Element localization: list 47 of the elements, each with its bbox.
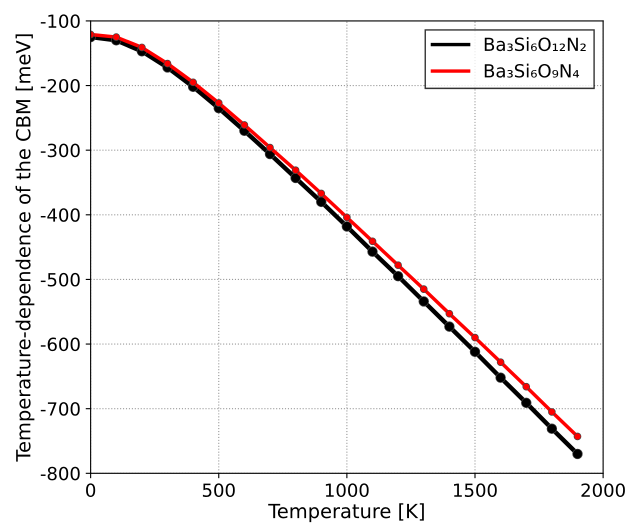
point (316, 196, 326, 208)
point (342, 221, 352, 232)
x-tick-label: 1500 (454, 483, 497, 498)
point (292, 166, 300, 174)
point (446, 310, 454, 318)
point (214, 99, 223, 107)
point (266, 144, 274, 152)
y-tick-label: -300 (40, 144, 80, 158)
y-axis-title: Temperature-dependence of the CBM [meV] (16, 34, 34, 462)
point (471, 334, 479, 342)
y-tick-label: -800 (40, 466, 80, 480)
x-tick-label: 500 (202, 483, 235, 498)
x-axis-title: Temperature [K] (268, 503, 424, 522)
point (189, 78, 197, 86)
point (368, 237, 376, 246)
point (546, 424, 558, 434)
point (496, 358, 504, 366)
y-tick-label: -600 (40, 338, 80, 352)
point (317, 190, 326, 198)
point (470, 346, 480, 358)
point (240, 121, 248, 129)
point (572, 448, 583, 460)
point (367, 246, 378, 257)
point (418, 296, 429, 307)
point (343, 214, 351, 222)
point (495, 372, 506, 383)
legend-label: Ba₃Si₆O₉N₄ (484, 64, 580, 78)
x-tick-label: 0 (86, 483, 96, 498)
point (548, 408, 556, 416)
point (394, 261, 402, 270)
point (574, 432, 582, 440)
x-tick-label: 2000 (581, 483, 625, 498)
point (444, 321, 455, 332)
point (522, 382, 530, 391)
legend-label: Ba₃Si₆O₁₂N₂ (484, 37, 586, 52)
point (164, 60, 172, 68)
point (420, 285, 428, 293)
y-tick-label: -100 (40, 14, 80, 28)
point (112, 33, 120, 41)
y-tick-label: -200 (40, 79, 80, 93)
point (521, 398, 532, 408)
y-tick-label: -400 (40, 208, 80, 222)
y-tick-label: -700 (40, 402, 80, 416)
x-tick-label: 1000 (326, 483, 369, 498)
point (392, 270, 404, 282)
y-tick-label: -500 (40, 272, 80, 287)
point (138, 44, 146, 52)
